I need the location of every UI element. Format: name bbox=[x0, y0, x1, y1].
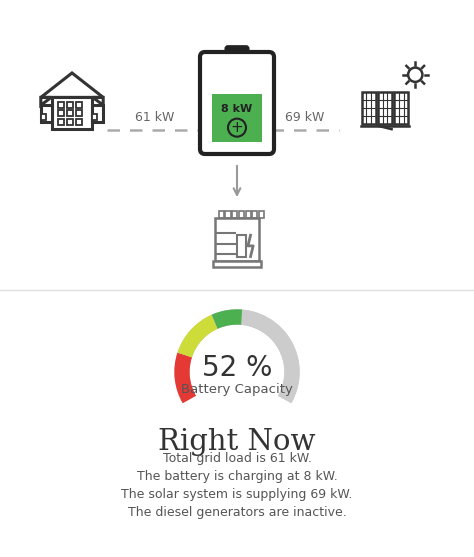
Text: 52 %: 52 % bbox=[202, 354, 272, 382]
Bar bbox=[58, 102, 64, 108]
Text: +: + bbox=[231, 120, 243, 135]
Bar bbox=[232, 211, 237, 218]
Bar bbox=[252, 211, 257, 218]
Bar bbox=[237, 235, 246, 257]
Bar bbox=[362, 92, 376, 124]
Bar bbox=[67, 102, 73, 108]
Bar bbox=[226, 211, 231, 218]
Bar bbox=[92, 114, 97, 120]
Text: The solar system is supplying 69 kW.: The solar system is supplying 69 kW. bbox=[121, 488, 353, 501]
Circle shape bbox=[408, 67, 422, 82]
Bar bbox=[76, 119, 82, 125]
Bar bbox=[259, 211, 264, 218]
FancyBboxPatch shape bbox=[227, 47, 247, 58]
Bar bbox=[76, 102, 82, 108]
Bar bbox=[41, 114, 46, 120]
Text: Battery Capacity: Battery Capacity bbox=[181, 384, 293, 397]
Bar bbox=[246, 211, 251, 218]
Bar bbox=[394, 92, 409, 124]
Text: 61 kW: 61 kW bbox=[135, 111, 175, 124]
Text: The battery is charging at 8 kW.: The battery is charging at 8 kW. bbox=[137, 470, 337, 483]
Bar bbox=[213, 261, 261, 267]
Text: 8 kW: 8 kW bbox=[221, 105, 253, 115]
Text: 69 kW: 69 kW bbox=[285, 111, 325, 124]
Bar bbox=[41, 105, 52, 122]
Bar bbox=[67, 119, 73, 125]
Bar bbox=[67, 110, 73, 116]
Bar bbox=[52, 97, 92, 129]
Bar bbox=[378, 92, 392, 124]
Bar bbox=[219, 211, 224, 218]
Text: The diesel generators are inactive.: The diesel generators are inactive. bbox=[128, 506, 346, 519]
Bar bbox=[215, 218, 259, 261]
Bar bbox=[58, 119, 64, 125]
Bar bbox=[76, 110, 82, 116]
Bar bbox=[92, 105, 103, 122]
Bar bbox=[212, 94, 262, 142]
Text: Right Now: Right Now bbox=[158, 428, 316, 456]
Bar bbox=[239, 211, 244, 218]
Text: Total grid load is 61 kW.: Total grid load is 61 kW. bbox=[163, 452, 311, 465]
FancyBboxPatch shape bbox=[200, 52, 274, 154]
Bar bbox=[58, 110, 64, 116]
